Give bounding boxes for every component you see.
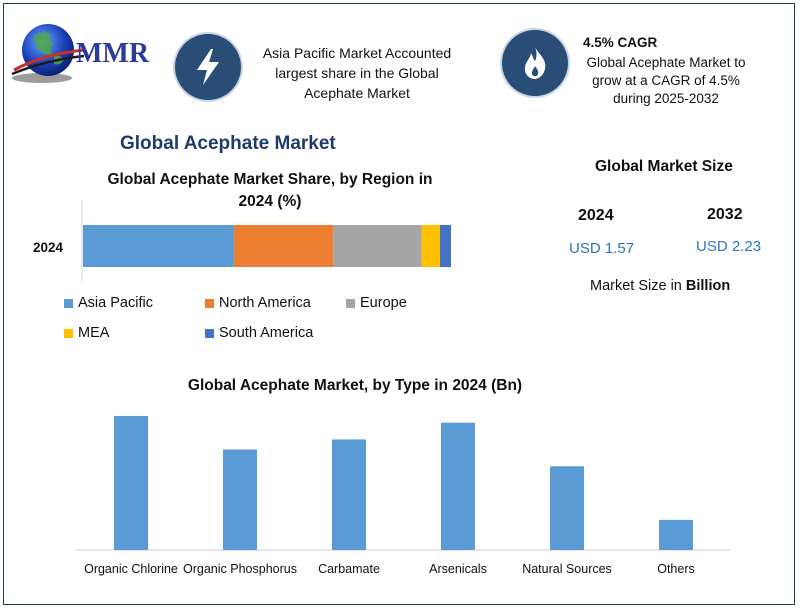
type-bar-organic-phosphorus — [223, 449, 257, 550]
legend-south-america: South America — [205, 325, 313, 341]
share-bar-europe — [333, 225, 422, 267]
share-chart-title: Global Acephate Market Share, by Region … — [107, 171, 433, 210]
market-size-value-end: USD 2.23 — [696, 238, 762, 255]
market-size-year-start: 2024 — [578, 207, 614, 224]
page-title: Global Acephate Market — [120, 133, 336, 154]
share-bar-mea — [421, 225, 440, 267]
globe-icon — [11, 24, 85, 83]
legend-north-america: North America — [205, 295, 311, 311]
mmr-logo: MMR — [10, 18, 160, 88]
share-chart-category-label: 2024 — [33, 240, 64, 255]
share-bar-north-america — [233, 225, 334, 267]
type-bar-carbamate — [332, 439, 366, 550]
legend-asia-pacific: Asia Pacific — [64, 295, 153, 311]
type-tick-label: Arsenicals — [429, 562, 487, 576]
type-tick-label: Natural Sources — [522, 562, 612, 576]
cagr-description: Global Acephate Market to grow at a CAGR… — [586, 55, 746, 106]
market-size-unit: Market Size in Billion — [590, 278, 731, 294]
type-bar-others — [659, 519, 693, 550]
share-bar-south-america — [439, 225, 451, 267]
type-chart-title: Global Acephate Market, by Type in 2024 … — [187, 377, 523, 394]
type-tick-label: Carbamate — [318, 562, 380, 576]
type-tick-label: Others — [657, 562, 695, 576]
type-bar-organic-chlorine — [114, 416, 148, 550]
legend-europe: Europe — [346, 295, 407, 311]
share-bar-asia-pacific — [83, 225, 234, 267]
type-bar-natural-sources — [550, 466, 584, 550]
flame-icon — [502, 30, 568, 96]
type-tick-label: Organic Phosphorus — [183, 562, 297, 576]
market-size-title: Global Market Size — [595, 158, 733, 175]
cagr-title: 4.5% CAGR — [583, 35, 658, 50]
legend-mea: MEA — [64, 325, 109, 341]
market-size-year-end: 2032 — [707, 206, 743, 223]
logo-text: MMR — [76, 38, 150, 69]
region-highlight-text: Asia Pacific Market Accounted largest sh… — [262, 45, 452, 101]
type-bar-arsenicals — [441, 422, 475, 550]
lightning-icon — [175, 34, 241, 100]
market-size-value-start: USD 1.57 — [569, 240, 635, 257]
type-tick-label: Organic Chlorine — [84, 562, 178, 576]
